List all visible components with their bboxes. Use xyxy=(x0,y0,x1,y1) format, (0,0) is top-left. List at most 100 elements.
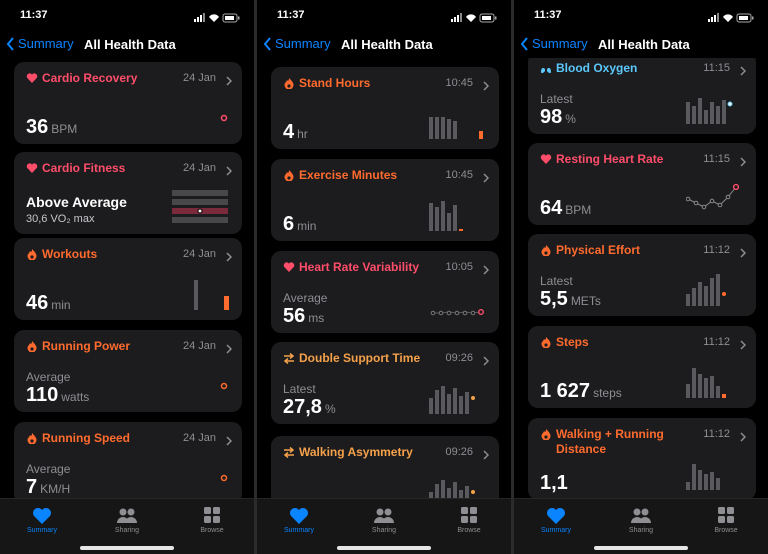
card-time: 24 Jan xyxy=(182,72,216,84)
health-card[interactable]: Cardio Fitness 24 Jan Above Average 30,6 VO… xyxy=(14,152,242,234)
chevron xyxy=(226,341,233,359)
value-unit: min xyxy=(51,298,71,312)
card-title-text: Blood Oxygen xyxy=(556,61,638,75)
chevron-glyph xyxy=(226,166,233,176)
mini-chart xyxy=(686,90,744,131)
card-title: Double Support Time xyxy=(283,351,433,366)
health-card[interactable]: Physical Effort 11:12 Latest 5,5 METs xyxy=(528,234,756,316)
tab[interactable]: Summary xyxy=(269,505,329,534)
tab[interactable]: Summary xyxy=(526,505,586,534)
mini-chart xyxy=(172,276,230,317)
value-unit: BPM xyxy=(565,203,592,217)
tab-label: Summary xyxy=(284,527,314,534)
tab[interactable]: Sharing xyxy=(611,505,671,534)
health-card[interactable]: Double Support Time 09:26 Latest 27,8% xyxy=(271,342,499,424)
value-unit: BPM xyxy=(51,122,78,136)
card-title: Blood Oxygen xyxy=(540,61,690,76)
health-card[interactable]: Resting Heart Rate 11:15 64 BPM xyxy=(528,143,756,225)
back-button[interactable]: Summary xyxy=(6,36,74,51)
value-number: 1 627 xyxy=(540,380,591,402)
mini-chart xyxy=(429,380,487,421)
card-icon xyxy=(283,262,295,272)
card-icon xyxy=(27,433,37,444)
card-title: Heart Rate Variability xyxy=(283,260,433,275)
value-unit: METs xyxy=(570,294,601,308)
card-icon xyxy=(26,73,38,83)
health-card[interactable]: Steps 11:12 1 627 steps xyxy=(528,326,756,408)
card-icon xyxy=(284,170,294,181)
tab-label: Sharing xyxy=(371,527,397,534)
card-value: 5,5 METs xyxy=(540,288,601,311)
mini-chart xyxy=(429,105,487,146)
health-card[interactable]: Running Power 24 Jan Average 110 watts xyxy=(14,330,242,412)
card-title: Cardio Recovery xyxy=(26,71,176,86)
card-icon xyxy=(541,337,551,348)
chevron-glyph xyxy=(483,265,490,275)
tab[interactable]: Browse xyxy=(182,505,242,534)
card-icon xyxy=(541,429,551,440)
health-card[interactable]: Stand Hours 10:45 4 hr xyxy=(271,67,499,149)
value-unit: steps xyxy=(593,386,622,400)
card-icon xyxy=(541,64,551,74)
card-time: 11:15 xyxy=(703,62,730,74)
card-time: 09:26 xyxy=(445,446,473,458)
card-detail: 30,6 VO₂ max xyxy=(26,213,95,225)
tab-label: Sharing xyxy=(114,527,140,534)
chevron xyxy=(483,78,490,96)
value-number: 46 xyxy=(26,292,49,314)
status-time: 11:37 xyxy=(277,9,305,21)
health-card[interactable]: Exercise Minutes 10:45 6 min xyxy=(271,159,499,241)
back-button[interactable]: Summary xyxy=(520,36,588,51)
card-time: 10:45 xyxy=(445,77,473,89)
status-time: 11:37 xyxy=(20,9,48,21)
card-time: 10:05 xyxy=(445,261,473,273)
home-indicator xyxy=(80,546,174,550)
tab[interactable]: Sharing xyxy=(97,505,157,534)
screen: 11:37 Summary All Health Data Stand Hours 10… xyxy=(257,0,511,554)
tab-icon xyxy=(547,508,565,524)
card-time: 24 Jan xyxy=(182,162,216,174)
health-card[interactable]: Running Speed 24 Jan Average 7 KM/H xyxy=(14,422,242,498)
sparkline xyxy=(686,464,720,490)
status-icons xyxy=(194,10,240,28)
nav-title: All Health Data xyxy=(84,37,176,52)
health-card[interactable]: Walking + Running Distance 11:12 1,1 xyxy=(528,418,756,498)
screen: 11:37 Summary All Health Data Blood Oxygen 1… xyxy=(514,0,768,554)
value-number: 98 xyxy=(540,106,563,128)
card-value: 56 ms xyxy=(283,305,324,328)
sparkline xyxy=(685,183,740,210)
tab[interactable]: Browse xyxy=(696,505,756,534)
health-card[interactable]: Walking Asymmetry 09:26 xyxy=(271,436,499,498)
back-label: Summary xyxy=(18,36,74,51)
back-button[interactable]: Summary xyxy=(263,36,331,51)
value-unit: min xyxy=(297,219,317,233)
value-number: 56 xyxy=(283,305,306,327)
tab-icon xyxy=(718,507,734,523)
health-card[interactable]: Cardio Recovery 24 Jan 36 BPM xyxy=(14,62,242,144)
chevron-glyph xyxy=(483,356,490,366)
card-title-text: Heart Rate Variability xyxy=(299,260,420,274)
health-card[interactable]: Workouts 24 Jan 46 min xyxy=(14,238,242,320)
card-time: 09:26 xyxy=(445,352,473,364)
health-card[interactable]: Heart Rate Variability 10:05 Average 56 ms xyxy=(271,251,499,333)
chevron-glyph xyxy=(483,450,490,460)
chevron xyxy=(226,249,233,267)
value-number: 110 xyxy=(26,384,59,406)
health-card[interactable]: Blood Oxygen 11:15 Latest 98% xyxy=(528,58,756,134)
tab-icon xyxy=(33,508,51,524)
mini-chart xyxy=(429,289,487,330)
mini-chart xyxy=(172,368,230,409)
card-title-text: Cardio Fitness xyxy=(42,161,126,175)
card-value: 7 KM/H xyxy=(26,476,70,498)
card-title-text: Resting Heart Rate xyxy=(556,152,664,166)
sparkline xyxy=(430,309,485,316)
card-value: 27,8% xyxy=(283,396,336,419)
card-label: Average xyxy=(283,291,328,305)
tab[interactable]: Summary xyxy=(12,505,72,534)
tab[interactable]: Sharing xyxy=(354,505,414,534)
value-unit: % xyxy=(324,402,336,416)
value-number: 27,8 xyxy=(283,396,322,418)
card-title: Running Speed xyxy=(26,431,176,446)
card-title-text: Stand Hours xyxy=(299,76,371,90)
tab[interactable]: Browse xyxy=(439,505,499,534)
